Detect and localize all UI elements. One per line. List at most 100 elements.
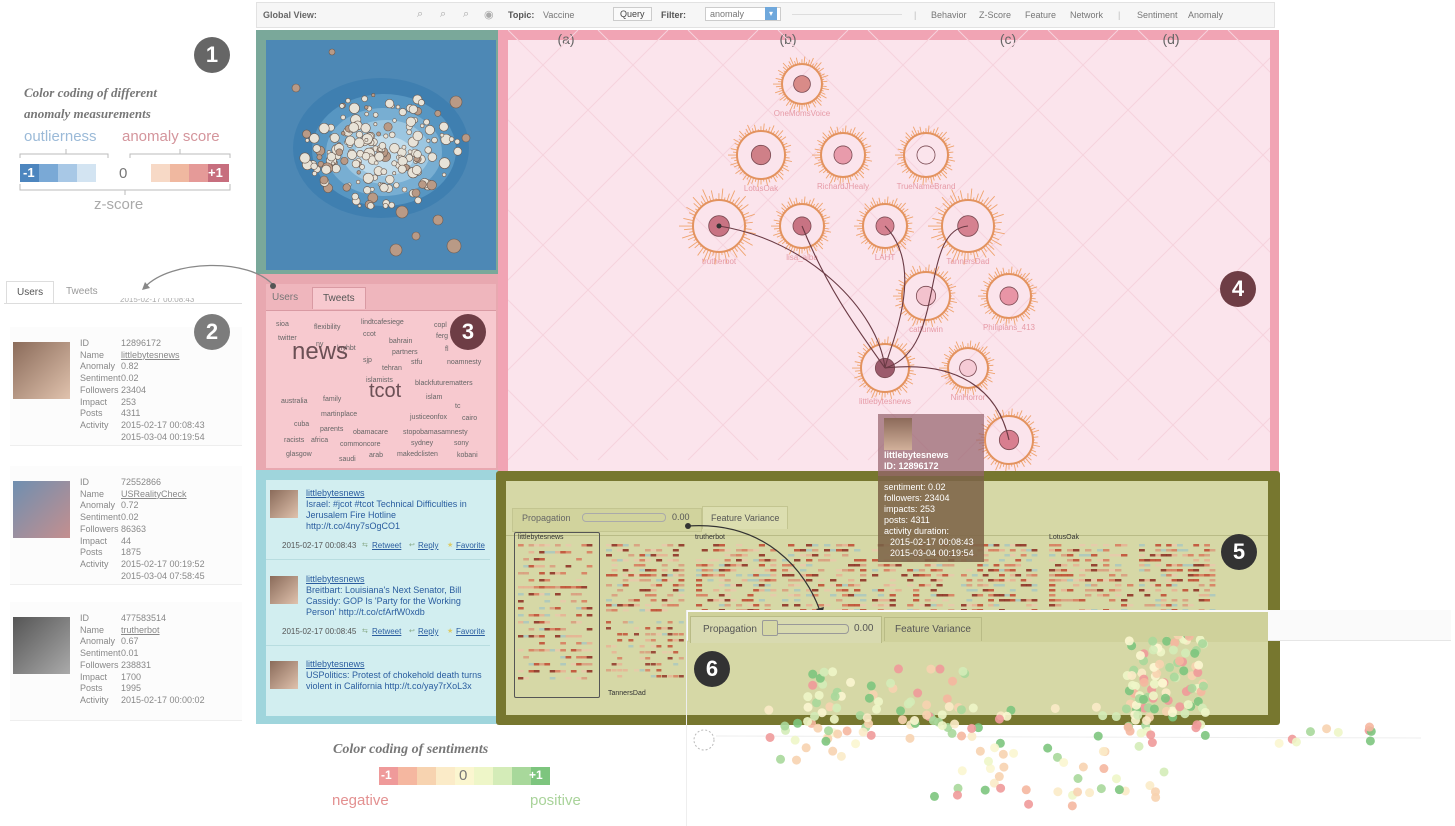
cloud-word[interactable]: family (323, 396, 342, 403)
feature-cell (606, 621, 611, 624)
cloud-word[interactable]: cuba (294, 421, 310, 428)
anomaly-density-map[interactable] (266, 40, 496, 270)
cloud-word[interactable]: blackfuturematters (415, 380, 473, 387)
cloud-word[interactable]: ccot (363, 331, 376, 338)
tab-feature-variance[interactable]: Feature Variance (702, 506, 789, 529)
selected-feature-column[interactable] (514, 532, 600, 698)
nav-zscore[interactable]: Z-Score (979, 10, 1012, 20)
feature-cell (907, 579, 914, 582)
retweet-link[interactable]: Retweet (372, 627, 402, 636)
cloud-word[interactable]: racists (284, 437, 305, 444)
nav-sentiment[interactable]: Sentiment (1137, 10, 1178, 20)
sentiment-scatter[interactable] (686, 636, 1455, 826)
field-value-name[interactable]: USRealityCheck (121, 488, 187, 499)
feature-cell (518, 600, 524, 603)
cloud-word[interactable]: australia (281, 398, 308, 405)
cloud-word[interactable]: africa (311, 437, 329, 444)
cloud-word[interactable]: justiceonfox (410, 414, 447, 421)
cloud-word[interactable]: twitter (278, 335, 297, 342)
tweet-user[interactable]: littlebytesnews (306, 574, 365, 584)
sentiment-dot (1193, 668, 1203, 678)
feature-cell (824, 544, 831, 547)
cloud-word[interactable]: ny (316, 341, 324, 348)
nav-feature[interactable]: Feature (1025, 10, 1057, 20)
cloud-word[interactable]: sjp (363, 357, 372, 364)
cloud-tab-users[interactable]: Users (272, 292, 299, 303)
field-value-name[interactable]: trutherbot (121, 624, 160, 635)
field-value-name[interactable]: littlebytesnews (121, 349, 180, 360)
tab-users[interactable]: Users (6, 281, 55, 303)
sentiment-dot (952, 790, 962, 800)
feature-cell (549, 670, 556, 673)
cloud-word[interactable]: obamacare (353, 429, 389, 436)
tab-tweets[interactable]: Tweets (66, 286, 98, 297)
cloud-word[interactable]: ferg (436, 333, 449, 340)
cloud-word[interactable]: sony (454, 440, 469, 447)
cloud-word[interactable]: lindtcafesiege (361, 319, 404, 326)
cloud-word[interactable]: makedclisten (397, 451, 438, 458)
feature-cell (1171, 564, 1178, 567)
feature-cell (1004, 544, 1011, 547)
cloud-word[interactable]: fl (445, 346, 449, 353)
retweet-link[interactable]: Retweet (372, 541, 402, 550)
cloud-word[interactable]: martinplace (321, 411, 358, 418)
reply-link[interactable]: Reply (418, 541, 439, 550)
cloud-word[interactable]: kobani (457, 452, 478, 459)
cloud-word[interactable]: stfu (411, 359, 423, 366)
cloud-word[interactable]: saudi (339, 456, 356, 463)
cloud-word[interactable]: sioa (276, 321, 289, 328)
cloud-tab-tweets[interactable]: Tweets (312, 287, 366, 309)
favorite-link[interactable]: Favorite (456, 541, 485, 550)
cloud-word[interactable]: bahrain (389, 338, 413, 345)
cloud-word[interactable]: lnyhbt (337, 345, 356, 352)
reply-link[interactable]: Reply (418, 627, 439, 636)
cloud-word[interactable]: sydney (411, 440, 434, 447)
cloud-word[interactable]: news (292, 338, 349, 365)
feature-cell (1182, 564, 1189, 567)
pan-icon[interactable]: ⌕ (440, 8, 447, 20)
zoom-icon[interactable]: ⌕ (417, 8, 424, 20)
topic-value[interactable]: Vaccine (543, 10, 575, 20)
reset-icon[interactable]: ◉ (484, 9, 494, 21)
feature-cell (650, 574, 657, 577)
select-icon[interactable]: ⌕ (463, 8, 470, 20)
sub-tab-feature-variance[interactable]: Feature Variance (884, 617, 982, 641)
tweet-user[interactable]: littlebytesnews (306, 659, 365, 669)
cloud-word[interactable]: parents (320, 426, 344, 433)
feature-cell (678, 594, 685, 597)
cloud-word[interactable]: glasgow (286, 451, 312, 458)
cloud-word[interactable]: tcot (369, 380, 402, 402)
query-button[interactable]: Query (613, 7, 652, 21)
nav-network[interactable]: Network (1070, 10, 1104, 20)
nav-anomaly[interactable]: Anomaly (1188, 10, 1224, 20)
user-dot (318, 122, 330, 134)
overview-map[interactable] (266, 40, 496, 270)
propagation-slider[interactable] (582, 513, 666, 522)
feature-cell (661, 604, 668, 607)
chevron-down-icon[interactable]: ▾ (765, 7, 777, 20)
cloud-word[interactable]: arab (369, 452, 384, 459)
user-dot (340, 114, 346, 120)
feature-cell (730, 584, 737, 587)
favorite-link[interactable]: Favorite (456, 627, 485, 636)
cloud-word[interactable]: cairo (462, 415, 478, 422)
cloud-word[interactable]: commoncore (340, 441, 381, 448)
filter-select[interactable]: anomaly (705, 7, 781, 21)
cloud-word[interactable]: tehran (382, 365, 402, 372)
sub-propagation-handle[interactable] (762, 620, 778, 636)
cloud-word[interactable]: partners (392, 349, 418, 356)
feature-cell (741, 579, 748, 582)
cloud-word[interactable]: flexibility (314, 324, 341, 331)
tweet-user[interactable]: littlebytesnews (306, 488, 365, 498)
cloud-word[interactable]: tc (455, 403, 461, 410)
sentiment-dot (1053, 787, 1063, 797)
feature-cell (718, 544, 725, 547)
cloud-word[interactable]: copl (434, 322, 447, 329)
cloud-word[interactable]: islam (426, 394, 443, 401)
cloud-word[interactable]: noamnesty (447, 359, 482, 366)
nav-behavior[interactable]: Behavior (931, 10, 967, 20)
range-slider[interactable] (792, 14, 902, 15)
cloud-word[interactable]: stopobamasamnesty (403, 429, 468, 436)
cloud-word[interactable]: islamists (366, 377, 393, 384)
